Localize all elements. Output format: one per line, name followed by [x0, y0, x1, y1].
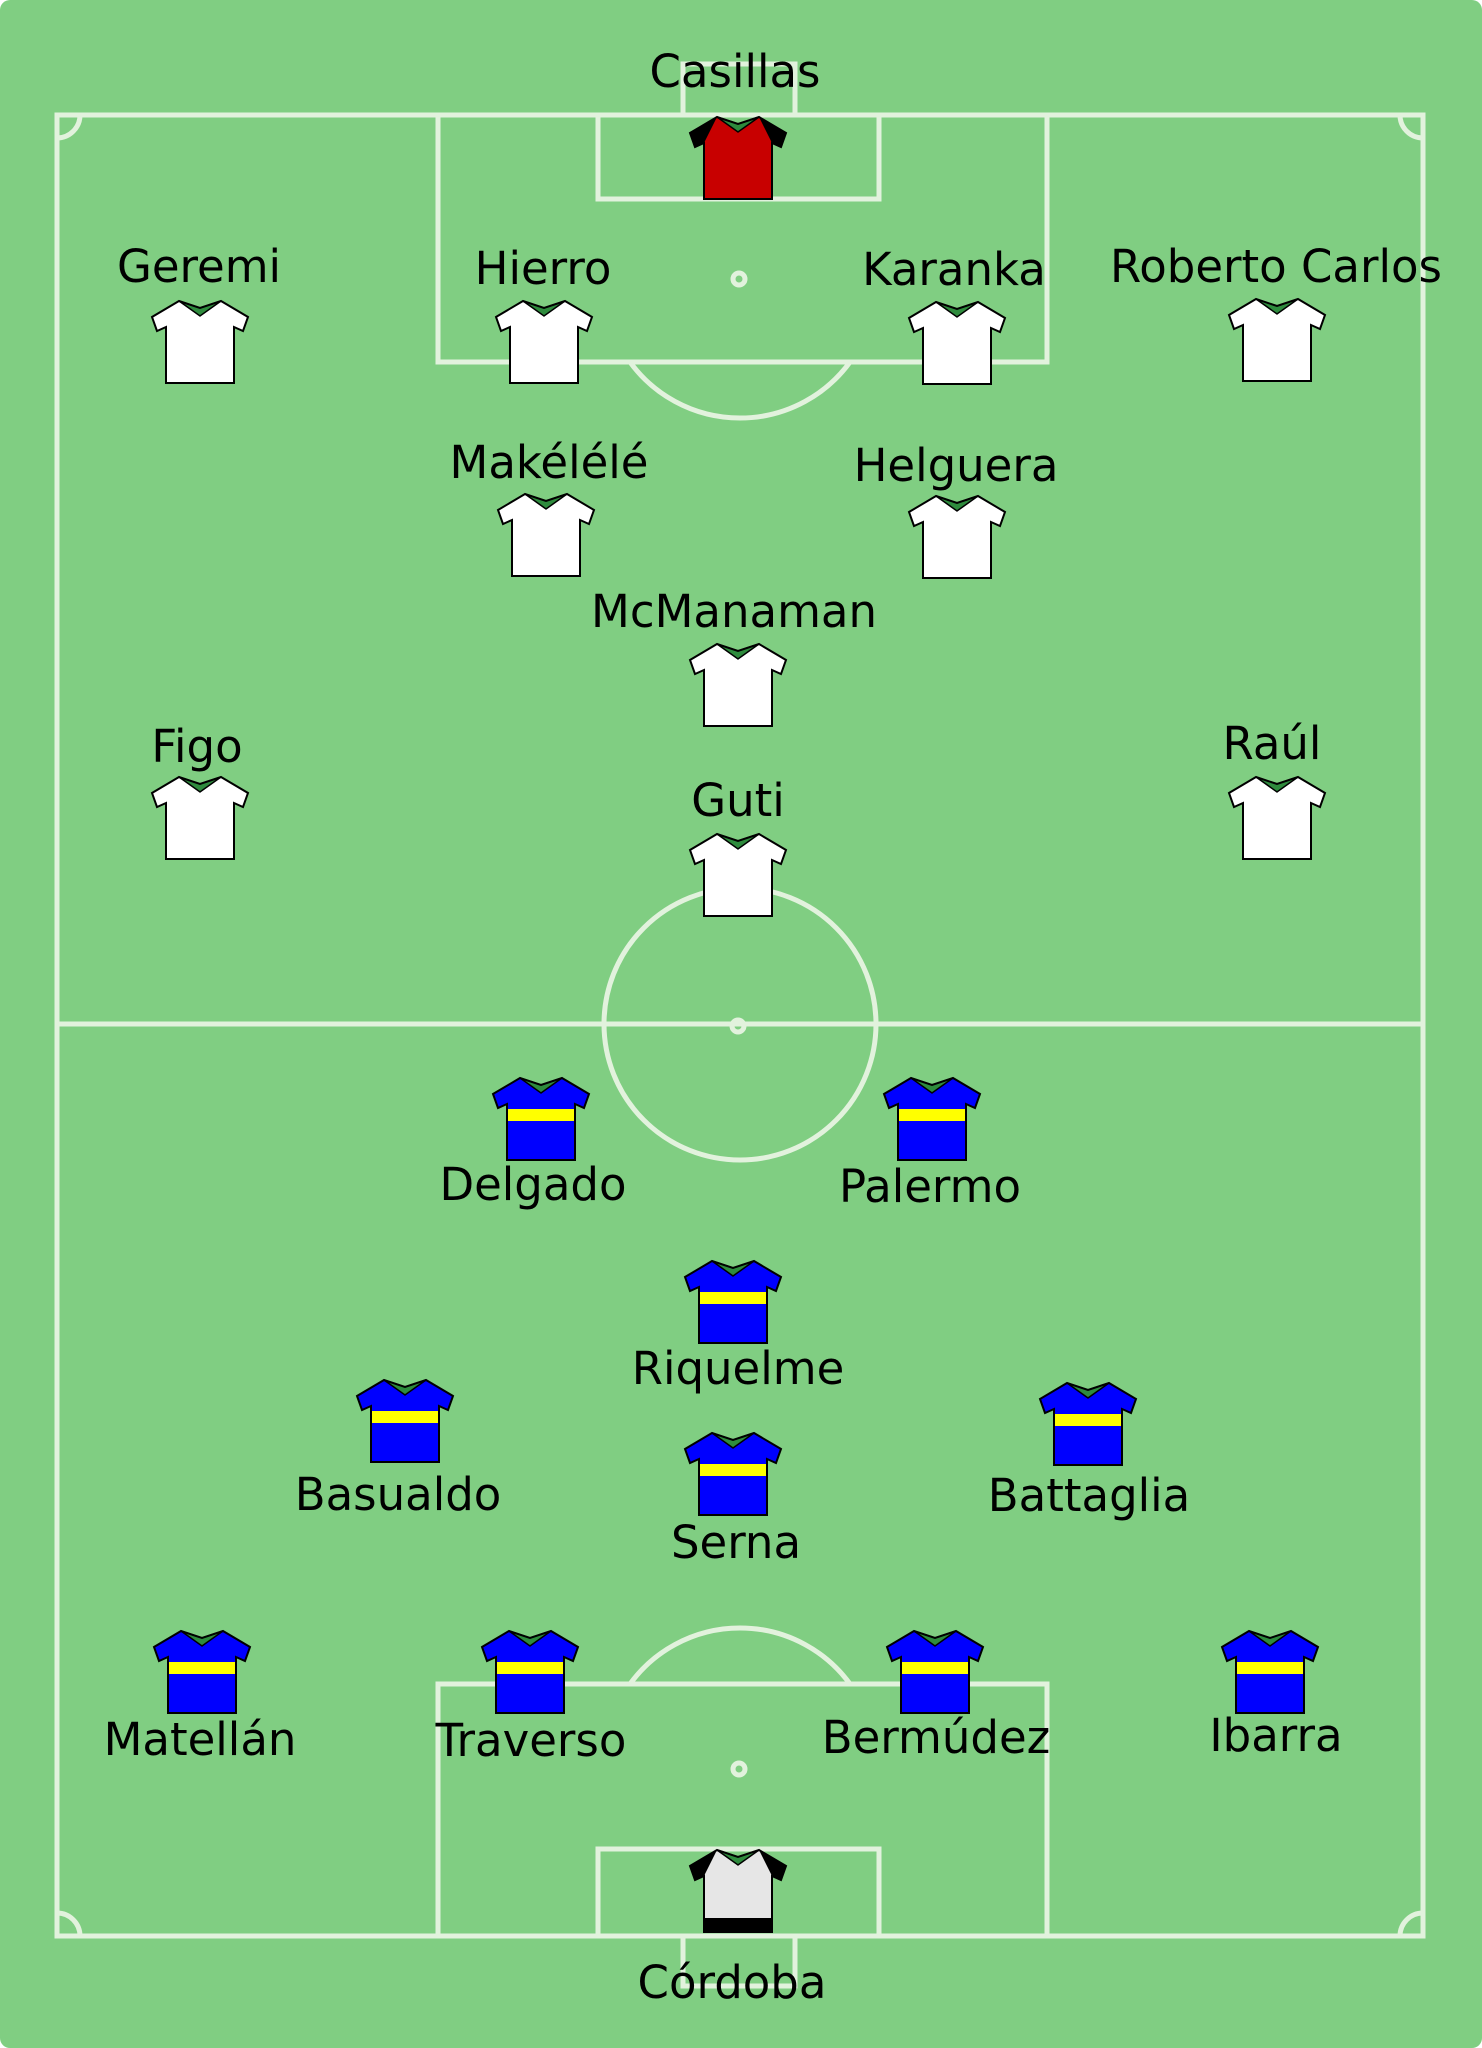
player-name: Riquelme: [632, 1342, 845, 1395]
player-battaglia: Battaglia: [988, 1382, 1190, 1522]
player-name: Córdoba: [638, 1956, 827, 2009]
keeper-shirt-icon: [689, 116, 787, 200]
player-matellan: Matellán: [104, 1630, 297, 1766]
shirt-icon: [886, 1630, 984, 1714]
player-traverso: Traverso: [435, 1630, 627, 1767]
player-roberto-carlos: Roberto Carlos: [1110, 240, 1442, 382]
player-name: Delgado: [439, 1158, 626, 1211]
player-name: Palermo: [839, 1160, 1021, 1213]
top-goal: [680, 61, 798, 118]
bottom-goal: [680, 1933, 798, 1989]
centre-spot: [729, 1017, 747, 1035]
player-helguera: Helguera: [854, 439, 1059, 579]
shirt-icon: [497, 493, 595, 577]
shirt-icon: [684, 1432, 782, 1516]
corner-arc-bottom-left: [56, 1910, 83, 1937]
player-ibarra: Ibarra: [1209, 1630, 1343, 1762]
shirt-icon: [908, 301, 1006, 385]
player-mcmanaman: McManaman: [591, 585, 877, 727]
shirt-icon: [684, 1260, 782, 1344]
player-makelele: Makélélé: [450, 436, 649, 577]
shirt-icon: [1039, 1382, 1137, 1466]
shirt-icon: [1221, 1630, 1319, 1714]
player-name: Makélélé: [450, 436, 649, 489]
corner-arc-bottom-right: [1397, 1910, 1424, 1937]
player-name: Karanka: [862, 243, 1046, 296]
player-basualdo: Basualdo: [295, 1379, 502, 1521]
player-raul: Raúl: [1223, 717, 1326, 860]
player-karanka: Karanka: [862, 243, 1046, 385]
player-name: Geremi: [117, 240, 281, 293]
shirt-icon: [153, 1630, 251, 1714]
player-name: Battaglia: [988, 1469, 1190, 1522]
player-guti: Guti: [689, 774, 787, 917]
shirt-icon: [1228, 298, 1326, 382]
shirt-icon: [492, 1077, 590, 1161]
shirt-icon: [356, 1379, 454, 1463]
shirt-icon: [495, 300, 593, 384]
bottom-penalty-arc: [627, 1625, 853, 1686]
player-casillas: Casillas: [650, 45, 821, 200]
player-name: Ibarra: [1209, 1709, 1342, 1762]
shirt-icon: [481, 1630, 579, 1714]
shirt-icon: [1228, 776, 1326, 860]
player-palermo: Palermo: [839, 1077, 1021, 1213]
player-name: Guti: [691, 774, 785, 827]
player-name: Hierro: [475, 242, 612, 295]
player-name: Roberto Carlos: [1110, 240, 1442, 293]
team-boca-juniors: Delgado Palermo Riquelme Basualdo Serna …: [104, 1077, 1343, 2009]
player-name: Bermúdez: [822, 1711, 1051, 1764]
player-geremi: Geremi: [117, 240, 281, 384]
shirt-icon: [883, 1077, 981, 1161]
shirt-icon: [151, 776, 249, 860]
player-delgado: Delgado: [439, 1077, 627, 1211]
bottom-penalty-spot: [730, 1760, 748, 1778]
player-figo: Figo: [151, 720, 249, 860]
shirt-icon: [689, 643, 787, 727]
pitch-markings: [54, 61, 1426, 1989]
player-riquelme: Riquelme: [632, 1260, 845, 1395]
keeper-shirt-icon: [689, 1849, 787, 1933]
player-name: McManaman: [591, 585, 877, 638]
player-cordoba: Córdoba: [638, 1849, 827, 2009]
player-name: Figo: [151, 720, 242, 773]
player-name: Raúl: [1223, 717, 1322, 770]
player-name: Helguera: [854, 439, 1059, 492]
player-name: Serna: [671, 1516, 801, 1569]
corner-arc-top-left: [56, 114, 83, 141]
player-serna: Serna: [671, 1432, 801, 1569]
player-name: Traverso: [435, 1714, 627, 1767]
corner-arc-top-right: [1397, 114, 1424, 141]
shirt-icon: [908, 495, 1006, 579]
player-name: Casillas: [650, 45, 821, 98]
player-name: Basualdo: [295, 1468, 502, 1521]
player-bermudez: Bermúdez: [822, 1630, 1051, 1764]
player-hierro: Hierro: [475, 242, 612, 384]
top-penalty-spot: [730, 270, 748, 288]
shirt-icon: [151, 300, 249, 384]
top-penalty-arc: [627, 360, 853, 421]
player-name: Matellán: [104, 1713, 297, 1766]
shirt-icon: [689, 833, 787, 917]
team-real-madrid: Casillas Geremi Hierro Karanka Roberto C…: [117, 45, 1442, 917]
